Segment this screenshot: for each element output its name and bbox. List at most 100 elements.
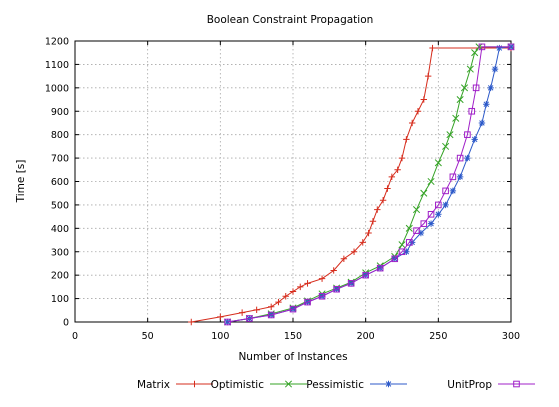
data-point-pessimistic <box>403 248 410 255</box>
data-point-unitprop <box>427 210 435 218</box>
data-point-matrix <box>394 166 401 173</box>
data-point-unitprop <box>318 292 326 300</box>
data-point-optimistic <box>446 131 454 139</box>
y-tick-label: 1100 <box>45 60 69 71</box>
data-point-matrix <box>408 119 416 127</box>
data-point-matrix <box>379 197 387 204</box>
legend-item-matrix: Matrix <box>137 379 213 391</box>
data-point-matrix <box>253 306 260 314</box>
series-line-matrix <box>191 47 511 323</box>
data-point-pessimistic <box>464 154 471 162</box>
y-tick-label: 300 <box>51 247 69 258</box>
data-point-pessimistic <box>491 65 499 73</box>
y-tick-label: 0 <box>63 318 69 329</box>
data-point-matrix <box>217 313 224 321</box>
x-tick-label: 250 <box>429 331 447 342</box>
data-point-pessimistic <box>478 119 486 127</box>
data-point-optimistic <box>405 224 413 232</box>
legend-label-unitprop: UnitProp <box>447 379 492 391</box>
data-point-matrix <box>297 283 304 291</box>
data-point-matrix <box>369 218 377 225</box>
data-point-pessimistic <box>456 173 464 181</box>
x-tick-label: 0 <box>72 331 78 342</box>
axis-ticks: 0 50 100 150 200 250 300 0 100 200 300 400 500 600 700… <box>45 37 520 343</box>
x-tick-label: 100 <box>211 331 229 342</box>
series-line-unitprop <box>227 46 511 323</box>
y-tick-label: 700 <box>51 154 69 165</box>
data-point-unitprop <box>442 187 449 195</box>
data-point-matrix <box>388 173 396 181</box>
data-point-pessimistic <box>442 201 449 209</box>
data-point-pessimistic <box>483 101 490 108</box>
data-point-matrix <box>282 293 289 300</box>
data-point-optimistic <box>460 84 469 92</box>
data-point-unitprop <box>289 305 297 313</box>
data-point-unitprop <box>362 271 369 279</box>
data-point-matrix <box>374 206 381 213</box>
data-point-pessimistic <box>449 187 457 195</box>
data-point-optimistic <box>398 241 406 249</box>
data-point-optimistic <box>456 95 464 104</box>
y-tick-label: 400 <box>51 224 69 235</box>
data-point-unitprop <box>246 315 253 322</box>
data-point-matrix <box>275 298 282 306</box>
data-point-matrix <box>289 288 297 295</box>
y-tick-label: 100 <box>51 294 69 305</box>
data-point-matrix <box>330 267 337 274</box>
legend-marker-pessimistic <box>385 380 392 388</box>
data-point-optimistic <box>420 189 428 197</box>
data-point-optimistic <box>442 142 450 150</box>
data-point-pessimistic <box>496 44 503 52</box>
y-tick-label: 1000 <box>45 83 69 94</box>
legend-label-pessimistic: Pessimistic <box>306 379 364 391</box>
data-point-matrix <box>304 280 311 287</box>
data-point-optimistic <box>471 49 479 57</box>
data-point-matrix <box>398 154 406 162</box>
data-point-optimistic <box>412 206 421 214</box>
data-point-pessimistic <box>427 220 435 227</box>
data-point-matrix <box>238 309 246 316</box>
data-point-unitprop <box>391 255 399 263</box>
data-point-unitprop <box>507 43 515 51</box>
legend-marker-optimistic <box>284 380 293 388</box>
y-tick-label: 600 <box>51 177 69 188</box>
x-tick-label: 50 <box>142 331 154 342</box>
data-point-unitprop <box>449 173 457 181</box>
legend-item-optimistic: Optimistic <box>211 379 307 391</box>
data-point-unitprop <box>435 201 442 209</box>
data-point-unitprop <box>478 43 486 51</box>
data-point-matrix <box>365 229 372 237</box>
data-point-matrix <box>350 248 358 255</box>
data-point-matrix <box>340 255 348 262</box>
data-point-unitprop <box>420 220 428 227</box>
data-point-unitprop <box>398 248 406 256</box>
data-point-matrix <box>414 108 422 115</box>
data-point-pessimistic <box>417 229 425 237</box>
data-point-matrix <box>403 136 410 143</box>
y-tick-label: 1200 <box>45 37 69 48</box>
legend-label-matrix: Matrix <box>137 379 170 391</box>
legend: Matrix Optimistic Pessimistic UnitProp <box>137 379 535 391</box>
data-point-unitprop <box>472 84 480 92</box>
x-tick-label: 300 <box>502 331 520 342</box>
data-point-matrix <box>318 275 326 282</box>
data-point-unitprop <box>468 107 476 115</box>
data-point-matrix <box>384 185 391 192</box>
data-point-matrix <box>268 303 275 310</box>
y-axis-label: Time [s] <box>15 160 27 204</box>
data-point-matrix <box>359 239 366 246</box>
data-point-pessimistic <box>471 136 478 143</box>
y-tick-label: 800 <box>51 130 69 141</box>
y-tick-label: 900 <box>51 107 69 118</box>
data-point-matrix <box>420 96 427 103</box>
data-point-pessimistic <box>487 84 494 92</box>
legend-marker-matrix <box>191 380 198 388</box>
series-optimistic <box>224 43 515 326</box>
grid <box>75 41 511 322</box>
data-point-unitprop <box>376 264 384 272</box>
series-matrix <box>188 44 515 326</box>
data-point-optimistic <box>434 159 442 167</box>
data-point-unitprop <box>304 298 311 306</box>
data-point-matrix <box>429 44 436 52</box>
